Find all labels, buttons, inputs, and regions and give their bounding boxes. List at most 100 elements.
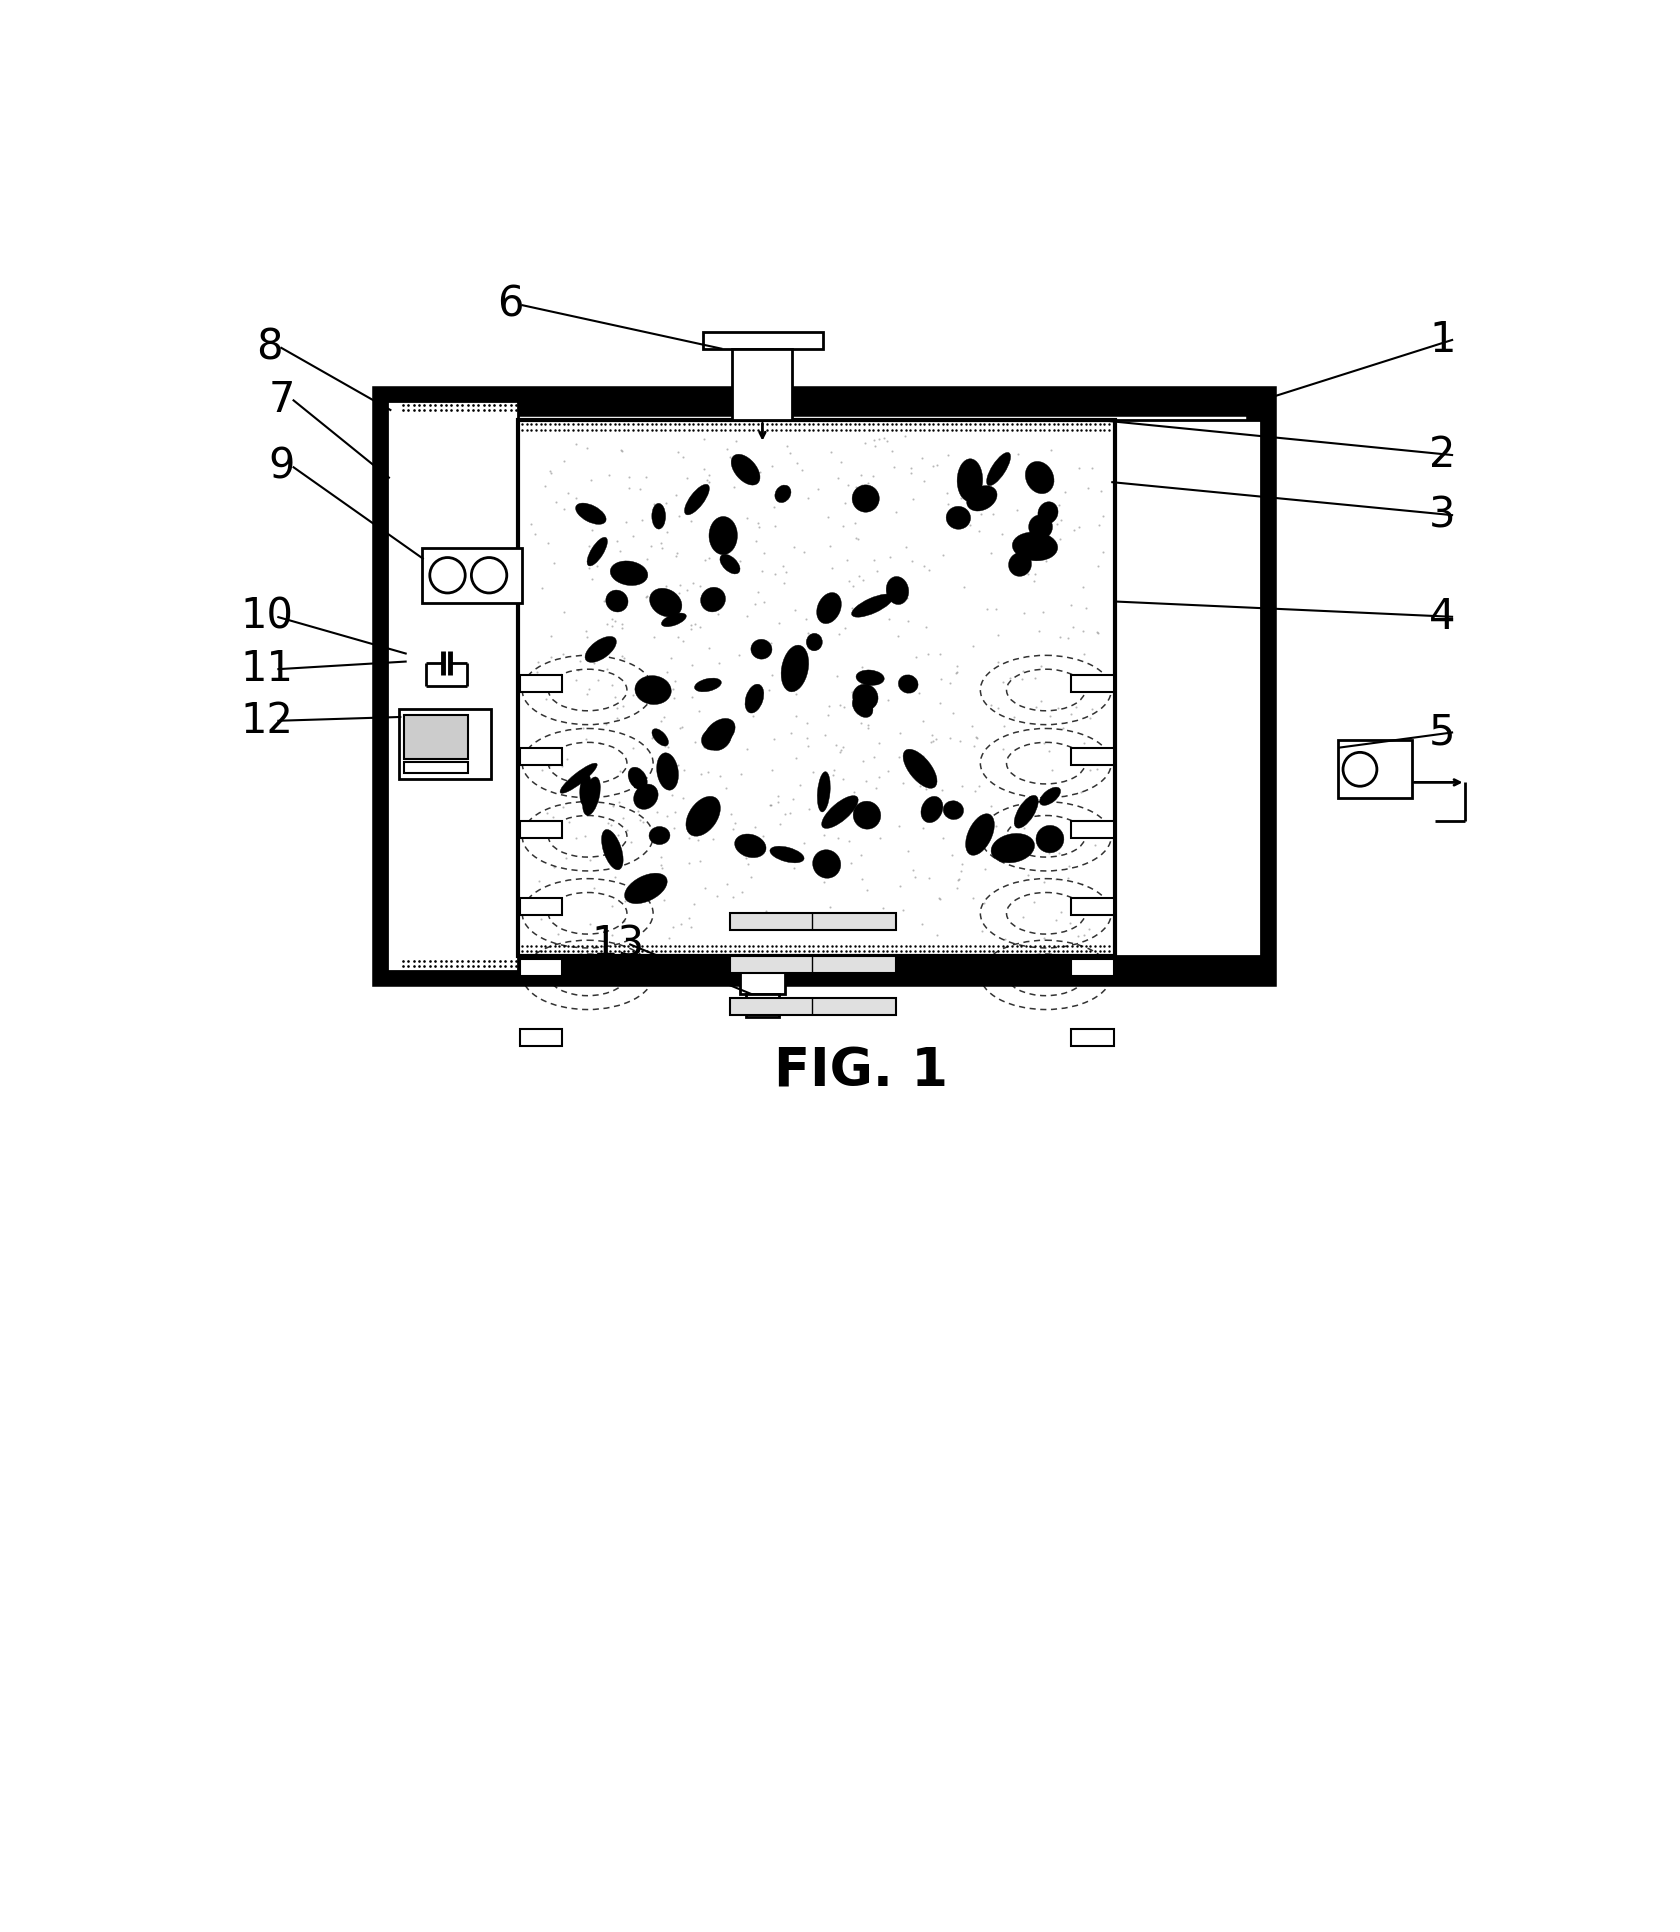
Point	[551, 446, 578, 477]
Point	[630, 806, 657, 837]
Point	[855, 709, 882, 740]
Point	[610, 906, 637, 937]
Point	[598, 810, 625, 840]
Point	[687, 667, 714, 697]
Ellipse shape	[701, 587, 726, 612]
Point	[892, 421, 919, 452]
Point	[1074, 593, 1100, 624]
Point	[860, 425, 887, 456]
Point	[586, 500, 613, 531]
Point	[608, 612, 635, 643]
Point	[1043, 823, 1070, 854]
Point	[939, 697, 966, 728]
Point	[612, 885, 638, 916]
Point	[917, 726, 944, 757]
Point	[727, 759, 754, 790]
Point	[603, 703, 630, 734]
Point	[795, 618, 822, 649]
Point	[827, 900, 853, 931]
Point	[808, 603, 835, 634]
Point	[625, 796, 652, 827]
Point	[721, 808, 748, 838]
Point	[638, 823, 665, 854]
Point	[759, 659, 786, 690]
Point	[978, 690, 1005, 721]
Point	[942, 649, 969, 680]
Point	[1047, 489, 1074, 520]
Point	[773, 657, 800, 688]
Point	[603, 694, 630, 724]
Ellipse shape	[657, 753, 679, 790]
Ellipse shape	[684, 485, 709, 514]
Point	[1063, 665, 1090, 696]
Point	[780, 784, 806, 815]
Point	[645, 821, 672, 852]
Ellipse shape	[887, 576, 909, 605]
Point	[790, 537, 816, 568]
Point	[1043, 864, 1070, 895]
Point	[571, 821, 598, 852]
Point	[570, 713, 596, 744]
Point	[734, 502, 761, 533]
Point	[927, 638, 954, 668]
Point	[564, 655, 591, 686]
Point	[1045, 838, 1072, 869]
Point	[838, 848, 865, 879]
Point	[830, 730, 857, 761]
Point	[879, 435, 906, 466]
Point	[781, 531, 808, 562]
Ellipse shape	[610, 560, 648, 585]
Point	[696, 543, 722, 574]
Point	[991, 923, 1018, 954]
Point	[647, 527, 674, 558]
Point	[862, 431, 889, 462]
Point	[1040, 466, 1067, 497]
Point	[732, 827, 759, 858]
Point	[694, 466, 721, 497]
Point	[608, 609, 635, 639]
Point	[785, 448, 811, 479]
Point	[899, 854, 926, 885]
Point	[716, 440, 743, 471]
Point	[1067, 817, 1094, 848]
Point	[551, 597, 578, 628]
Point	[638, 721, 665, 752]
Point	[815, 502, 842, 533]
Point	[803, 628, 830, 659]
Point	[971, 887, 998, 918]
Ellipse shape	[652, 504, 665, 529]
Ellipse shape	[694, 678, 721, 692]
Point	[613, 506, 640, 537]
Ellipse shape	[1025, 462, 1053, 495]
Point	[948, 856, 974, 887]
Point	[534, 798, 561, 829]
Point	[827, 618, 853, 649]
Point	[758, 628, 785, 659]
Point	[617, 566, 643, 597]
Point	[906, 676, 932, 707]
Point	[786, 769, 813, 800]
Point	[696, 460, 722, 491]
Bar	[519, 674, 563, 692]
Bar	[1072, 1028, 1114, 1045]
Point	[648, 748, 675, 779]
Point	[573, 724, 600, 755]
Point	[810, 771, 837, 802]
Point	[874, 425, 900, 456]
Point	[827, 736, 853, 767]
Point	[687, 759, 714, 790]
Ellipse shape	[1013, 531, 1058, 560]
Point	[727, 547, 754, 578]
Point	[875, 755, 902, 786]
Text: 8: 8	[257, 327, 282, 369]
Point	[664, 622, 690, 653]
Ellipse shape	[942, 800, 964, 819]
Point	[679, 649, 706, 680]
Point	[738, 862, 764, 893]
Point	[867, 823, 894, 854]
Point	[1030, 866, 1057, 896]
Point	[590, 632, 617, 663]
Point	[585, 665, 612, 696]
Point	[608, 435, 635, 466]
Point	[1015, 860, 1042, 891]
